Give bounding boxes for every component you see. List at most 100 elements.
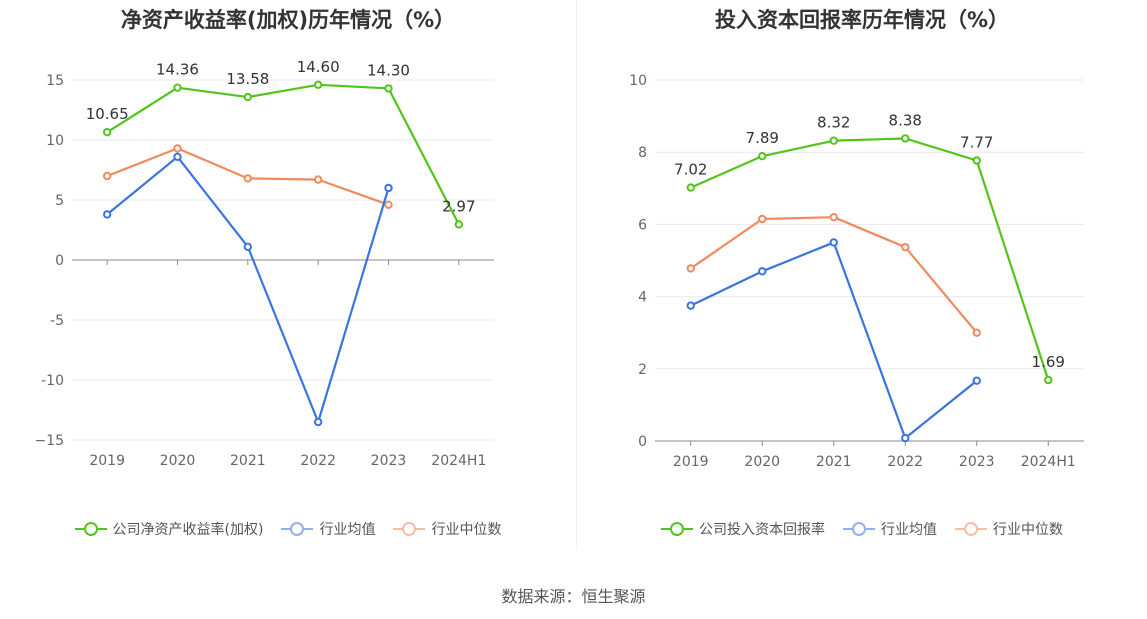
y-tick-label: −15	[34, 433, 64, 449]
roic-chart-panel: 投入资本回报率历年情况（%） 10 8 6 4 2 0 2019 2020 2021 2022 20…	[577, 0, 1147, 560]
data-point	[758, 214, 767, 224]
x-tick-label: 2022	[300, 453, 336, 469]
legend-marker-icon	[843, 522, 875, 536]
y-tick-label: 5	[55, 193, 64, 209]
data-point	[102, 210, 112, 219]
data-point	[686, 301, 695, 310]
legend-label: 公司投入资本回报率	[699, 522, 825, 538]
series-line	[106, 155, 390, 424]
legend-marker-icon	[74, 522, 107, 536]
legend-label: 公司净资产收益率(加权)	[112, 522, 264, 538]
x-tick-label: 2019	[673, 454, 709, 470]
series-line	[690, 137, 1050, 381]
data-point	[102, 128, 112, 137]
roic-line-chart: 10 8 6 4 2 0 2019 2020 2021 2022 2023 2024H1 7.02 7.8…	[629, 73, 1084, 470]
y-tick-label: 6	[638, 217, 647, 233]
legend-item-industry-mean[interactable]: 行业均值	[843, 519, 937, 539]
data-point	[758, 151, 767, 161]
data-label: 8.38	[889, 111, 922, 129]
legend-item-company-roic[interactable]: 公司投入资本回报率	[661, 519, 825, 539]
x-tick-label: 2021	[230, 453, 266, 469]
panel-divider	[576, 0, 577, 550]
x-tick-label: 2024H1	[431, 453, 486, 469]
y-tick-label: 10	[629, 73, 647, 89]
data-source-note: 数据来源：恒生聚源	[501, 587, 646, 606]
data-point	[901, 242, 910, 252]
data-point	[686, 264, 695, 273]
data-label: 1.69	[1032, 353, 1065, 371]
legend-marker-icon	[661, 522, 693, 536]
data-point	[972, 156, 981, 165]
data-label: 14.36	[156, 61, 199, 79]
data-point	[1044, 375, 1053, 385]
roe-chart-title: 净资产收益率(加权)历年情况（%）	[120, 8, 456, 32]
series-line	[106, 83, 460, 225]
data-point	[243, 242, 253, 252]
roic-legend: 公司投入资本回报率 行业均值 行业中位数	[577, 519, 1147, 539]
legend-label: 行业中位数	[431, 522, 502, 538]
x-tick-label: 2021	[816, 454, 852, 470]
x-tick-label: 2020	[744, 454, 780, 470]
legend-item-company-roe[interactable]: 公司净资产收益率(加权)	[74, 519, 264, 539]
y-tick-label: 8	[638, 145, 647, 161]
data-point	[901, 433, 910, 443]
x-tick-label: 2019	[89, 453, 125, 469]
data-label: 13.58	[226, 70, 269, 88]
data-point	[173, 144, 182, 153]
legend-marker-icon	[393, 522, 426, 536]
data-point	[173, 83, 182, 92]
data-point	[313, 417, 323, 427]
y-tick-label: -10	[41, 373, 64, 389]
x-tick-label: 2023	[371, 453, 407, 469]
legend-item-industry-mean[interactable]: 行业均值	[281, 519, 375, 539]
series-line	[690, 241, 978, 440]
data-point	[384, 200, 393, 210]
data-label: 7.77	[960, 134, 993, 152]
data-label: 7.89	[746, 129, 779, 147]
data-label: 7.02	[674, 161, 707, 179]
legend-label: 行业中位数	[993, 522, 1063, 538]
roe-chart-panel: 净资产收益率(加权)历年情况（%） 15 10 5 0 -5 -10 −15 2019 2020…	[0, 0, 576, 560]
data-point	[384, 84, 393, 93]
data-label: 10.65	[86, 105, 129, 123]
data-point	[313, 80, 323, 90]
data-point	[102, 171, 112, 181]
roe-line-chart: 15 10 5 0 -5 -10 −15 2019 2020 2021 2022 2023 2024H1…	[34, 58, 494, 469]
data-label: 14.60	[297, 58, 340, 76]
y-tick-label: 15	[46, 73, 64, 89]
legend-item-industry-median[interactable]: 行业中位数	[393, 519, 501, 539]
y-tick-label: 4	[638, 290, 647, 306]
legend-marker-icon	[281, 522, 314, 536]
data-point	[829, 212, 838, 222]
data-point	[972, 328, 981, 337]
data-point	[173, 152, 182, 162]
x-tick-label: 2022	[887, 454, 923, 470]
data-point	[972, 376, 981, 385]
y-tick-label: 2	[638, 362, 647, 378]
data-label: 2.97	[442, 197, 475, 215]
data-point	[313, 175, 323, 184]
legend-label: 行业均值	[881, 522, 937, 538]
y-tick-label: 0	[55, 253, 64, 269]
x-tick-label: 2024H1	[1021, 454, 1076, 470]
data-point	[243, 92, 253, 102]
data-point	[243, 174, 253, 183]
y-tick-label: 10	[46, 133, 64, 149]
y-tick-label: 0	[638, 434, 647, 450]
y-tick-label: -5	[50, 313, 64, 329]
data-point	[758, 267, 767, 276]
data-label: 8.32	[817, 114, 850, 132]
legend-marker-icon	[955, 522, 987, 536]
data-point	[829, 136, 838, 145]
data-point	[454, 220, 464, 229]
series-line	[690, 216, 978, 334]
data-point	[829, 238, 838, 247]
data-point	[901, 134, 910, 143]
x-tick-label: 2020	[160, 453, 196, 469]
legend-item-industry-median[interactable]: 行业中位数	[955, 519, 1063, 539]
data-point	[686, 183, 695, 192]
legend-label: 行业均值	[319, 522, 376, 538]
roic-chart-title: 投入资本回报率历年情况（%）	[714, 8, 1010, 32]
x-tick-label: 2023	[959, 454, 995, 470]
roe-legend: 公司净资产收益率(加权) 行业均值 行业中位数	[0, 519, 576, 539]
